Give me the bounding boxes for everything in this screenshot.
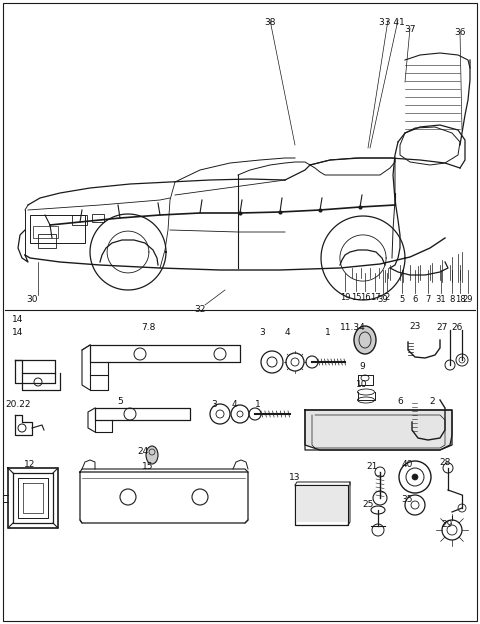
Text: 9: 9 bbox=[359, 362, 365, 371]
Text: 1: 1 bbox=[255, 400, 261, 409]
Text: 39: 39 bbox=[378, 295, 388, 304]
Text: 32: 32 bbox=[194, 305, 206, 314]
Text: 25: 25 bbox=[362, 500, 374, 509]
Text: 28: 28 bbox=[439, 458, 451, 467]
Text: 13: 13 bbox=[289, 473, 301, 482]
Text: 23: 23 bbox=[409, 322, 420, 331]
Text: 30: 30 bbox=[26, 295, 38, 304]
Text: 17: 17 bbox=[370, 293, 380, 302]
Text: 38: 38 bbox=[264, 18, 276, 27]
Text: 16: 16 bbox=[360, 293, 370, 302]
Text: 20.22: 20.22 bbox=[5, 400, 31, 409]
Text: 29: 29 bbox=[463, 295, 473, 304]
Text: 12: 12 bbox=[24, 460, 36, 469]
Text: 2: 2 bbox=[384, 293, 390, 302]
Text: 33 41: 33 41 bbox=[379, 18, 405, 27]
Text: 6: 6 bbox=[397, 397, 403, 406]
Text: 7: 7 bbox=[425, 295, 431, 304]
Text: 21: 21 bbox=[366, 462, 378, 471]
Text: 24: 24 bbox=[137, 447, 149, 456]
Text: 4: 4 bbox=[284, 328, 290, 337]
Ellipse shape bbox=[354, 326, 376, 354]
Text: 1: 1 bbox=[325, 328, 331, 337]
Text: 15: 15 bbox=[351, 293, 361, 302]
Text: 10: 10 bbox=[356, 380, 368, 389]
Text: 35: 35 bbox=[401, 495, 413, 504]
Text: 36: 36 bbox=[454, 28, 466, 37]
Text: 11.34: 11.34 bbox=[340, 323, 366, 332]
Text: 3: 3 bbox=[211, 400, 217, 409]
Text: 3: 3 bbox=[259, 328, 265, 337]
Text: 4: 4 bbox=[231, 400, 237, 409]
Ellipse shape bbox=[146, 446, 158, 464]
Text: 6: 6 bbox=[412, 295, 418, 304]
Text: 40: 40 bbox=[401, 460, 413, 469]
FancyBboxPatch shape bbox=[297, 487, 347, 522]
Polygon shape bbox=[305, 410, 452, 450]
Text: 31: 31 bbox=[436, 295, 446, 304]
Text: 15: 15 bbox=[142, 462, 154, 471]
Text: 26: 26 bbox=[451, 323, 463, 332]
Text: 5: 5 bbox=[399, 295, 405, 304]
Text: 14: 14 bbox=[12, 315, 24, 324]
Text: 37: 37 bbox=[404, 25, 416, 34]
Text: 2: 2 bbox=[429, 397, 435, 406]
Text: 5: 5 bbox=[117, 397, 123, 406]
Text: 18: 18 bbox=[455, 295, 465, 304]
Text: 19: 19 bbox=[340, 293, 350, 302]
Circle shape bbox=[412, 474, 418, 480]
Text: 8: 8 bbox=[449, 295, 455, 304]
Text: 7.8: 7.8 bbox=[141, 323, 155, 332]
Text: 27: 27 bbox=[436, 323, 448, 332]
Text: 14: 14 bbox=[12, 328, 24, 337]
Text: 29: 29 bbox=[441, 520, 453, 529]
